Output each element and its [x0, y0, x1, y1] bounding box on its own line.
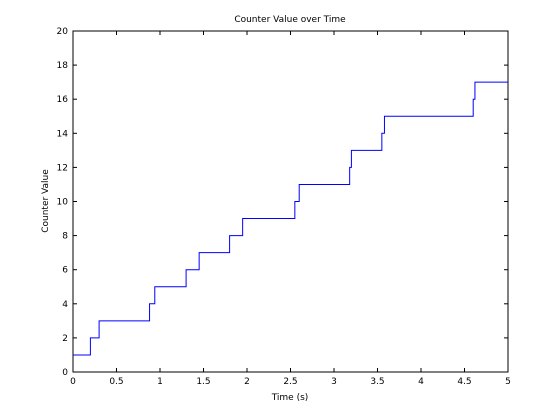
x-tick-label: 2.5 [283, 377, 297, 387]
y-tick-label: 14 [57, 129, 69, 139]
y-tick-label: 10 [57, 198, 69, 208]
x-tick-label: 0.5 [109, 377, 123, 387]
x-tick-label: 4 [418, 377, 424, 387]
y-tick-label: 0 [62, 368, 68, 378]
y-tick-label: 16 [57, 95, 69, 105]
y-tick-label: 18 [57, 61, 69, 71]
y-axis-title: Counter Value [41, 169, 51, 233]
x-tick-label: 1 [157, 377, 163, 387]
y-tick-label: 20 [57, 27, 69, 37]
chart-title: Counter Value over Time [234, 15, 346, 25]
y-axis-ticks: 0 2 4 6 8 10 12 14 16 18 20 [57, 27, 508, 378]
y-tick-label: 4 [62, 300, 68, 310]
x-tick-label: 3.5 [370, 377, 384, 387]
x-tick-label: 0 [70, 377, 76, 387]
y-tick-label: 12 [57, 163, 68, 173]
x-tick-label: 2 [244, 377, 250, 387]
x-tick-label: 4.5 [457, 377, 471, 387]
y-tick-label: 2 [62, 334, 68, 344]
x-axis-ticks: 0 0.5 1 1.5 2 2.5 3 3.5 4 4.5 5 [70, 31, 511, 387]
x-tick-label: 5 [505, 377, 511, 387]
series-line [73, 81, 508, 356]
y-tick-label: 6 [62, 266, 68, 276]
y-tick-label: 8 [62, 232, 68, 242]
x-tick-label: 1.5 [196, 377, 210, 387]
x-tick-label: 3 [331, 377, 337, 387]
x-axis-title: Time (s) [271, 393, 309, 403]
